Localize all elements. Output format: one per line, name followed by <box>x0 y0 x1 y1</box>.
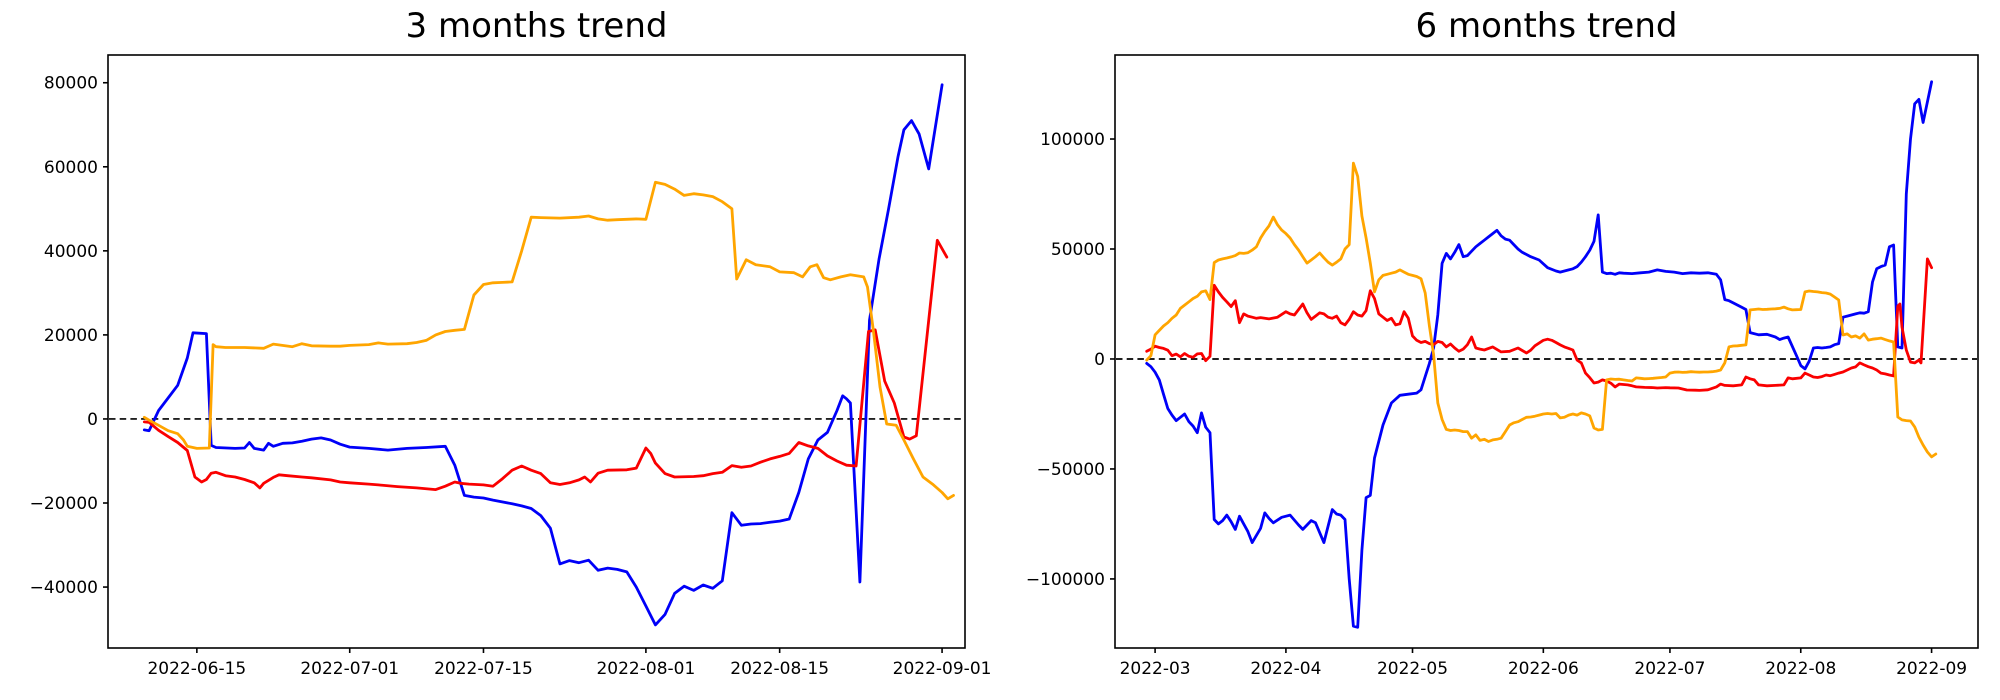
y-tick-label: 60000 <box>44 158 98 178</box>
x-tick-label: 2022-07-15 <box>434 659 533 679</box>
orange-series-line <box>142 180 955 501</box>
red-series-line <box>142 238 949 492</box>
y-tick-label: 40000 <box>44 242 98 262</box>
x-tick-label: 2022-06 <box>1508 659 1579 679</box>
y-tick-label: 0 <box>87 410 98 430</box>
x-tick-label: 2022-08-01 <box>596 659 695 679</box>
x-tick-label: 2022-05 <box>1377 659 1448 679</box>
y-tick-label: 50000 <box>1051 240 1105 260</box>
y-tick-label: 80000 <box>44 74 98 94</box>
y-tick-label: 20000 <box>44 326 98 346</box>
x-tick-label: 2022-07-01 <box>300 659 399 679</box>
y-tick-label: −100000 <box>1026 570 1105 590</box>
x-tick-label: 2022-09-01 <box>893 659 992 679</box>
chart-title-3-months: 3 months trend <box>405 6 668 46</box>
axes-frame <box>107 54 966 649</box>
x-tick-label: 2022-06-15 <box>147 659 246 679</box>
chart-0: 2022-06-15 2022-07-01 2022-07-15 2022-08-01… <box>30 54 992 679</box>
red-series-line <box>1145 257 1933 392</box>
blue-series-line <box>1145 80 1933 629</box>
y-tick-label: 0 <box>1094 350 1105 370</box>
x-tick-label: 2022-03 <box>1120 659 1191 679</box>
x-tick-label: 2022-08 <box>1765 659 1836 679</box>
y-tick-label: 100000 <box>1040 130 1105 150</box>
x-tick-label: 2022-09 <box>1896 659 1967 679</box>
chart-1: 2022-03 2022-04 2022-05 2022-06 2022-07 2022-… <box>1026 54 1979 679</box>
y-tick-label: −20000 <box>30 494 98 514</box>
x-tick-label: 2022-08-15 <box>730 659 829 679</box>
x-tick-label: 2022-04 <box>1250 659 1321 679</box>
chart-title-6-months: 6 months trend <box>1415 6 1678 46</box>
blue-series-line <box>142 83 944 627</box>
y-tick-label: −40000 <box>30 578 98 598</box>
x-tick-label: 2022-07 <box>1634 659 1705 679</box>
orange-series-line <box>1145 161 1938 459</box>
axes-frame <box>1114 54 1979 649</box>
y-tick-label: −50000 <box>1037 460 1105 480</box>
